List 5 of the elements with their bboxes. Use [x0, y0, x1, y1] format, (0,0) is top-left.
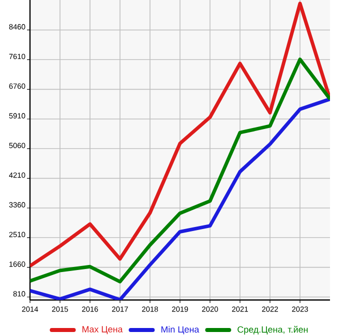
line-series — [30, 58, 330, 284]
legend-label: Max Цена — [82, 326, 123, 334]
legend-label: Min Цена — [161, 326, 200, 334]
legend-label: Сред.Цена, т.йен — [238, 326, 308, 334]
line-series — [30, 2, 330, 268]
